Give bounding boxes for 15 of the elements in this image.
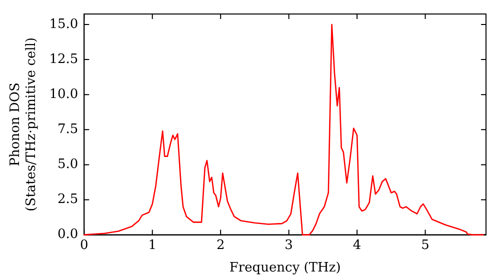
y-tick-label: 10.0 <box>49 86 78 102</box>
y-tick-label: 0.0 <box>57 227 78 242</box>
x-tick-label: 5 <box>421 238 430 253</box>
x-tick-label: 2 <box>216 238 225 253</box>
y-tick-label: 7.5 <box>57 122 78 138</box>
x-tick-label: 1 <box>148 238 157 253</box>
y-tick-label: 15.0 <box>49 16 78 32</box>
y-tick-label: 12.5 <box>49 52 78 67</box>
y-tick-label: 2.5 <box>57 192 78 208</box>
y-axis-title: Phonon DOS (States/THz·primitive cell) <box>8 37 39 212</box>
x-tick-label: 3 <box>284 238 293 253</box>
x-tick-label: 4 <box>352 238 362 253</box>
y-tick-label: 5.0 <box>57 157 78 172</box>
x-tick-label: 0 <box>80 238 88 253</box>
x-axis-title: Frequency (THz) <box>229 260 341 276</box>
